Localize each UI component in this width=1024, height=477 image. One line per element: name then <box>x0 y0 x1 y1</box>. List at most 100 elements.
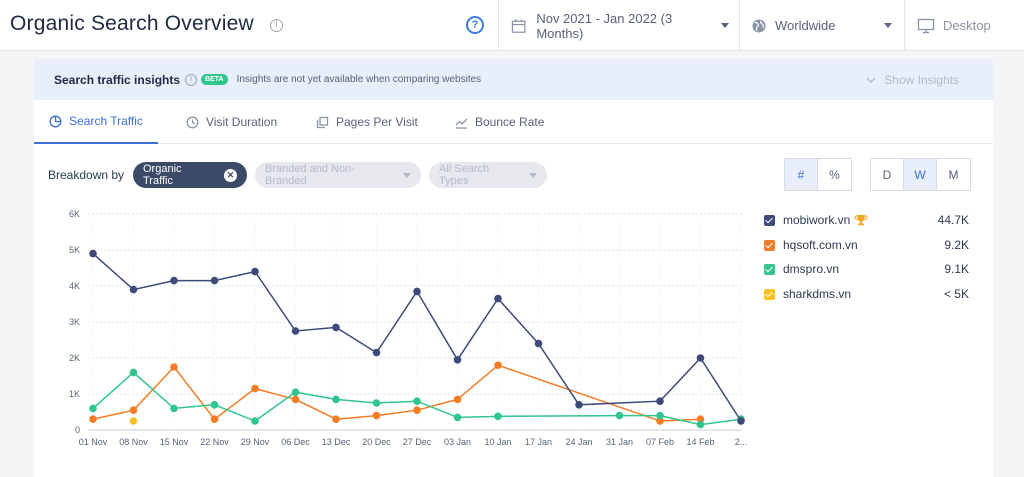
x-tick-label: 20 Dec <box>362 437 391 447</box>
tab-label: Search Traffic <box>69 114 143 128</box>
y-tick-label: 1K <box>69 389 80 399</box>
y-tick-label: 0 <box>75 425 80 435</box>
x-tick-label: 07 Feb <box>646 437 674 447</box>
insights-banner: Search traffic insights i BETA Insights … <box>34 59 993 100</box>
data-point-mobiwork <box>494 294 502 303</box>
checkbox-icon <box>764 214 775 226</box>
x-tick-label: 06 Dec <box>281 437 310 447</box>
x-tick-label: 29 Nov <box>241 437 270 447</box>
data-point-mobiwork <box>696 354 705 362</box>
close-icon[interactable]: ✕ <box>224 168 237 182</box>
legend-value: 9.1K <box>944 262 969 276</box>
chip-label: Organic Traffic <box>143 163 182 187</box>
tab-bounce-rate[interactable]: Bounce Rate <box>455 100 544 144</box>
divider <box>739 0 740 51</box>
y-tick-label: 5K <box>69 245 80 255</box>
data-point-hqsoft <box>210 415 219 423</box>
tab-search-traffic[interactable]: Search Traffic <box>34 100 158 144</box>
x-tick-label: 14 Feb <box>686 437 714 447</box>
top-bar: Organic Search Overview i ? Nov 2021 - J… <box>0 0 1024 51</box>
data-point-hqsoft <box>696 415 705 423</box>
week-toggle[interactable]: W <box>904 159 937 190</box>
data-point-dmspro <box>291 388 300 396</box>
trend-icon <box>455 118 468 129</box>
data-point-mobiwork <box>170 276 178 285</box>
month-toggle[interactable]: M <box>948 167 959 182</box>
data-point-dmspro <box>251 417 259 425</box>
legend-item-dmspro[interactable]: dmspro.vn 9.1K <box>764 260 969 278</box>
tab-label: Bounce Rate <box>475 115 545 129</box>
caret-down-icon <box>884 23 892 28</box>
x-tick-label: 27 Dec <box>403 437 432 447</box>
organic-traffic-chip[interactable]: Organic Traffic ✕ <box>133 162 247 188</box>
info-icon[interactable]: i <box>185 73 198 86</box>
checkbox-icon <box>764 239 775 251</box>
breakdown-label: Breakdown by <box>48 168 125 182</box>
search-types-label: All Search Types <box>439 163 490 187</box>
x-tick-label: 08 Nov <box>119 437 148 447</box>
data-point-dmspro <box>210 401 219 409</box>
desktop-icon <box>917 18 935 33</box>
legend-item-mobiwork[interactable]: mobiwork.vn 44.7K <box>764 211 969 229</box>
data-point-dmspro <box>494 412 502 421</box>
legend-name: dmspro.vn <box>783 262 840 276</box>
value-format-toggle: # % <box>784 158 852 191</box>
divider <box>904 0 905 51</box>
data-point-hqsoft <box>494 361 502 369</box>
tab-visit-duration[interactable]: Visit Duration <box>186 100 277 144</box>
region-label: Worldwide <box>775 18 836 33</box>
page-title: Organic Search Overview <box>10 12 254 35</box>
data-point-hqsoft <box>291 395 300 404</box>
data-point-mobiwork <box>210 276 219 285</box>
data-point-dmspro <box>453 413 462 422</box>
caret-down-icon <box>403 172 411 178</box>
data-point-mobiwork <box>413 287 421 296</box>
show-insights-button[interactable]: Show Insights <box>866 73 959 87</box>
search-types-dropdown[interactable]: All Search Types <box>429 162 547 188</box>
data-point-hqsoft <box>170 363 178 371</box>
x-tick-label: 17 Jan <box>525 437 552 447</box>
tab-pages-per-visit[interactable]: Pages Per Visit <box>316 100 418 144</box>
day-toggle[interactable]: D <box>871 159 904 190</box>
data-point-mobiwork <box>291 327 300 335</box>
chart-card: Search traffic insights i BETA Insights … <box>34 59 993 477</box>
x-tick-label: 13 Dec <box>322 437 351 447</box>
percent-toggle[interactable]: % <box>829 167 840 182</box>
data-point-hqsoft <box>89 415 97 423</box>
data-point-mobiwork <box>453 356 462 364</box>
checkbox-icon <box>764 288 775 300</box>
clock-icon <box>186 116 199 128</box>
region-dropdown[interactable]: Worldwide <box>751 0 894 51</box>
info-icon[interactable]: i <box>270 19 283 32</box>
date-range-label: Nov 2021 - Jan 2022 (3 Months) <box>536 10 673 41</box>
data-point-mobiwork <box>372 348 381 357</box>
legend-item-hqsoft[interactable]: hqsoft.com.vn 9.2K <box>764 236 969 254</box>
caret-down-icon <box>721 23 729 28</box>
help-icon[interactable]: ? <box>466 16 484 34</box>
data-point-hqsoft <box>251 384 259 393</box>
branded-dropdown[interactable]: Branded and Non-Branded <box>255 162 421 188</box>
checkbox-icon <box>764 263 775 275</box>
device-label: Desktop <box>943 18 991 33</box>
metric-tabs: Search Traffic Visit Duration Pages Per … <box>34 100 993 144</box>
legend-name: sharkdms.vn <box>783 287 852 301</box>
data-point-mobiwork <box>89 249 97 258</box>
x-tick-label: 24 Jan <box>565 437 592 447</box>
y-tick-label: 3K <box>69 317 80 327</box>
data-point-mobiwork <box>129 285 138 294</box>
device-dropdown[interactable]: Desktop <box>917 0 1017 51</box>
data-point-mobiwork <box>656 397 664 405</box>
series-line-mobiwork <box>92 253 742 422</box>
number-toggle[interactable]: # <box>785 159 818 190</box>
caret-down-icon <box>529 172 537 178</box>
calendar-icon <box>511 18 526 33</box>
legend-item-sharkdms[interactable]: sharkdms.vn < 5K <box>764 285 969 303</box>
tab-label: Visit Duration <box>206 115 278 129</box>
date-range-dropdown[interactable]: Nov 2021 - Jan 2022 (3 Months) <box>511 0 729 51</box>
y-tick-label: 6K <box>69 209 80 219</box>
granularity-toggle: D W M <box>870 158 971 191</box>
data-point-hqsoft <box>453 395 462 404</box>
data-point-dmspro <box>89 404 97 413</box>
data-point-dmspro <box>372 399 381 407</box>
data-point-hqsoft <box>332 415 340 423</box>
